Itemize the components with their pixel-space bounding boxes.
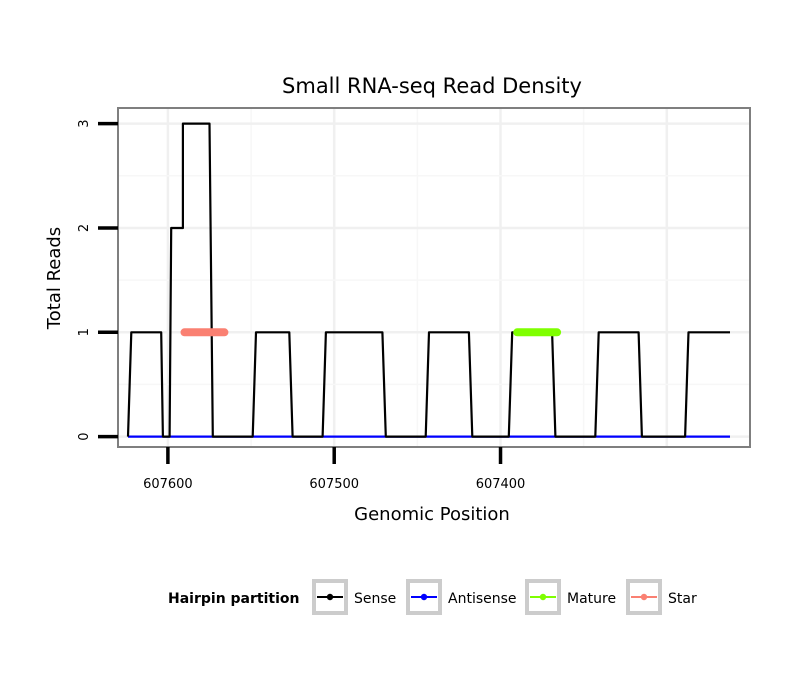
sense-series-line — [126, 122, 730, 438]
legend-entry-mature: Mature — [525, 579, 616, 615]
legend-label: Sense — [354, 591, 396, 607]
y-tick-label: 3 — [77, 120, 92, 128]
legend-title: Hairpin partition — [168, 591, 299, 607]
y-axis: 0 1 2 3 — [77, 120, 118, 441]
x-tick-label: 607600 — [143, 477, 193, 492]
legend-key-point — [326, 593, 334, 601]
legend-label: Mature — [567, 591, 616, 607]
panel-border — [117, 107, 751, 448]
legend-entry-sense: Sense — [312, 579, 396, 615]
legend: Hairpin partition Sense Antisense Mature St… — [168, 579, 697, 615]
x-tick-label: 607500 — [309, 477, 359, 492]
legend-label: Star — [668, 591, 697, 607]
x-axis-title: Genomic Position — [354, 504, 510, 525]
x-tick-label: 607400 — [476, 477, 526, 492]
y-tick-label: 0 — [77, 432, 92, 440]
y-axis-title: Total Reads — [44, 227, 65, 330]
legend-label: Antisense — [448, 591, 517, 607]
legend-key-point — [640, 593, 648, 601]
legend-key-box — [525, 579, 561, 615]
y-tick-label: 1 — [77, 328, 92, 336]
y-tick-label: 2 — [77, 224, 92, 232]
x-axis: 607600 607500 607400 — [143, 447, 525, 492]
legend-key-point — [420, 593, 428, 601]
legend-entry-antisense: Antisense — [406, 579, 517, 615]
plot-panel — [117, 107, 751, 448]
legend-key-point — [539, 593, 547, 601]
chart-title: Small RNA-seq Read Density — [282, 74, 582, 98]
legend-entry-star: Star — [626, 579, 697, 615]
panel-background — [118, 108, 750, 447]
series-layer — [126, 122, 730, 438]
